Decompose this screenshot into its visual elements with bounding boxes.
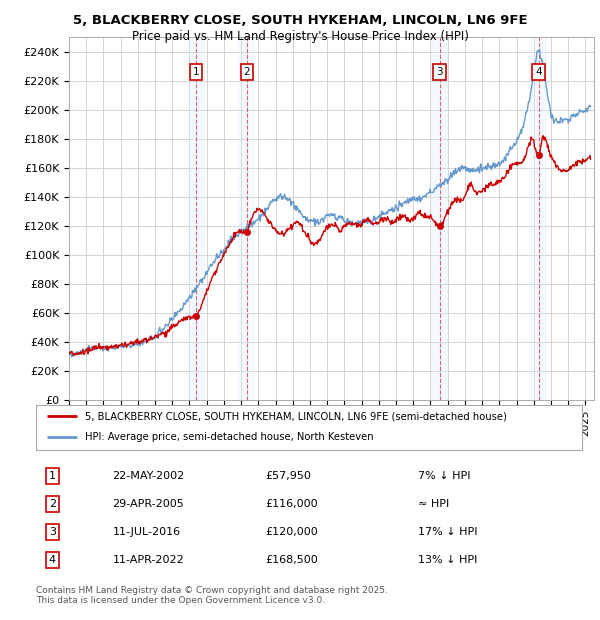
Text: 5, BLACKBERRY CLOSE, SOUTH HYKEHAM, LINCOLN, LN6 9FE (semi-detached house): 5, BLACKBERRY CLOSE, SOUTH HYKEHAM, LINC… <box>85 411 507 421</box>
Text: 11-JUL-2016: 11-JUL-2016 <box>112 527 181 537</box>
Text: £116,000: £116,000 <box>265 499 318 509</box>
Bar <box>530 37 547 400</box>
Text: 1: 1 <box>193 67 199 77</box>
Text: 11-APR-2022: 11-APR-2022 <box>112 555 184 565</box>
Text: 4: 4 <box>535 67 542 77</box>
Text: 7% ↓ HPI: 7% ↓ HPI <box>418 471 471 481</box>
Bar <box>431 37 448 400</box>
Text: ≈ HPI: ≈ HPI <box>418 499 449 509</box>
Text: 4: 4 <box>49 555 56 565</box>
Text: 13% ↓ HPI: 13% ↓ HPI <box>418 555 478 565</box>
Text: 3: 3 <box>436 67 443 77</box>
Text: Contains HM Land Registry data © Crown copyright and database right 2025.
This d: Contains HM Land Registry data © Crown c… <box>36 586 388 605</box>
Text: HPI: Average price, semi-detached house, North Kesteven: HPI: Average price, semi-detached house,… <box>85 432 374 442</box>
Text: £120,000: £120,000 <box>265 527 318 537</box>
Bar <box>188 37 205 400</box>
Text: 17% ↓ HPI: 17% ↓ HPI <box>418 527 478 537</box>
Text: 2: 2 <box>244 67 250 77</box>
Text: £168,500: £168,500 <box>265 555 318 565</box>
Text: 1: 1 <box>49 471 56 481</box>
Text: £57,950: £57,950 <box>265 471 311 481</box>
Text: 5, BLACKBERRY CLOSE, SOUTH HYKEHAM, LINCOLN, LN6 9FE: 5, BLACKBERRY CLOSE, SOUTH HYKEHAM, LINC… <box>73 14 527 27</box>
Bar <box>238 37 256 400</box>
Text: 3: 3 <box>49 527 56 537</box>
Text: Price paid vs. HM Land Registry's House Price Index (HPI): Price paid vs. HM Land Registry's House … <box>131 30 469 43</box>
Text: 22-MAY-2002: 22-MAY-2002 <box>112 471 185 481</box>
Text: 29-APR-2005: 29-APR-2005 <box>112 499 184 509</box>
Text: 2: 2 <box>49 499 56 509</box>
